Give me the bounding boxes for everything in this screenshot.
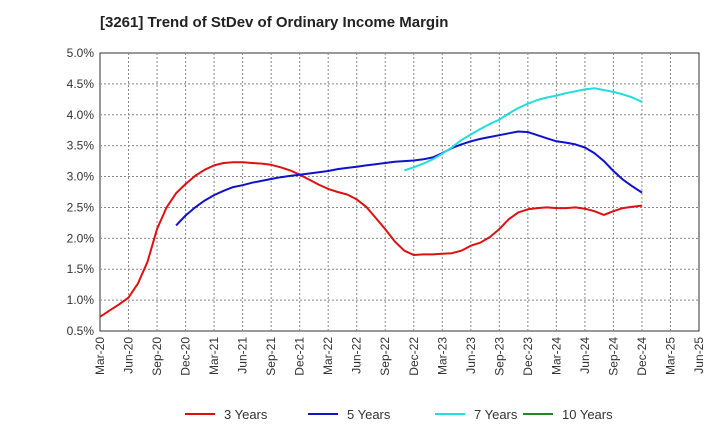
y-tick-label: 1.5% <box>67 262 95 276</box>
chart-title: [3261] Trend of StDev of Ordinary Income… <box>100 14 449 31</box>
x-tick-label: Sep-20 <box>150 337 164 376</box>
y-tick-label: 2.5% <box>67 200 95 214</box>
y-tick-label: 3.5% <box>67 139 95 153</box>
legend-label: 7 Years <box>474 407 518 422</box>
x-tick-label: Sep-21 <box>264 337 278 376</box>
x-tick-label: Jun-20 <box>122 337 136 374</box>
x-tick-label: Mar-25 <box>663 337 677 375</box>
x-tick-label: Mar-21 <box>207 337 221 375</box>
y-tick-label: 4.5% <box>67 77 95 91</box>
x-tick-label: Dec-23 <box>521 337 535 376</box>
x-tick-label: Jun-22 <box>350 337 364 374</box>
legend-label: 3 Years <box>224 407 268 422</box>
legend: 3 Years 5 Years 7 Years 10 Years <box>185 407 613 422</box>
x-tick-label: Sep-23 <box>492 337 506 376</box>
plot-area <box>99 52 700 332</box>
series-line-7-years <box>403 87 643 172</box>
y-tick-label: 2.0% <box>67 231 95 245</box>
x-tick-label: Jun-23 <box>464 337 478 374</box>
x-tick-label: Dec-20 <box>179 337 193 376</box>
x-tick-label: Jun-24 <box>578 337 592 374</box>
y-tick-label: 5.0% <box>67 46 95 60</box>
x-tick-label: Sep-22 <box>378 337 392 376</box>
series-line-3-years <box>99 161 643 318</box>
series-line-5-years <box>175 130 643 227</box>
series-lines <box>99 87 643 318</box>
y-tick-label: 0.5% <box>67 324 95 338</box>
x-tick-label: Jun-25 <box>692 337 706 374</box>
x-tick-label: Mar-22 <box>321 337 335 375</box>
x-tick-label: Dec-22 <box>407 337 421 376</box>
legend-label: 5 Years <box>347 407 391 422</box>
y-tick-label: 1.0% <box>67 293 95 307</box>
x-axis-ticks: Mar-20 Jun-20 Sep-20 Dec-20 Mar-21 Jun-21 Sep-… <box>93 337 706 376</box>
y-tick-label: 3.0% <box>67 170 95 184</box>
x-tick-label: Dec-21 <box>293 337 307 376</box>
y-axis-ticks: 0.5% 1.0% 1.5% 2.0% 2.5% 3.0% 3.5% 4.0% 4.5% 5.0% <box>67 46 95 338</box>
x-tick-label: Mar-24 <box>549 337 563 375</box>
x-tick-label: Mar-20 <box>93 337 107 375</box>
legend-label: 10 Years <box>562 407 613 422</box>
x-tick-label: Mar-23 <box>435 337 449 375</box>
x-tick-label: Sep-24 <box>606 337 620 376</box>
x-tick-label: Dec-24 <box>635 337 649 376</box>
x-tick-label: Jun-21 <box>236 337 250 374</box>
y-tick-label: 4.0% <box>67 108 95 122</box>
